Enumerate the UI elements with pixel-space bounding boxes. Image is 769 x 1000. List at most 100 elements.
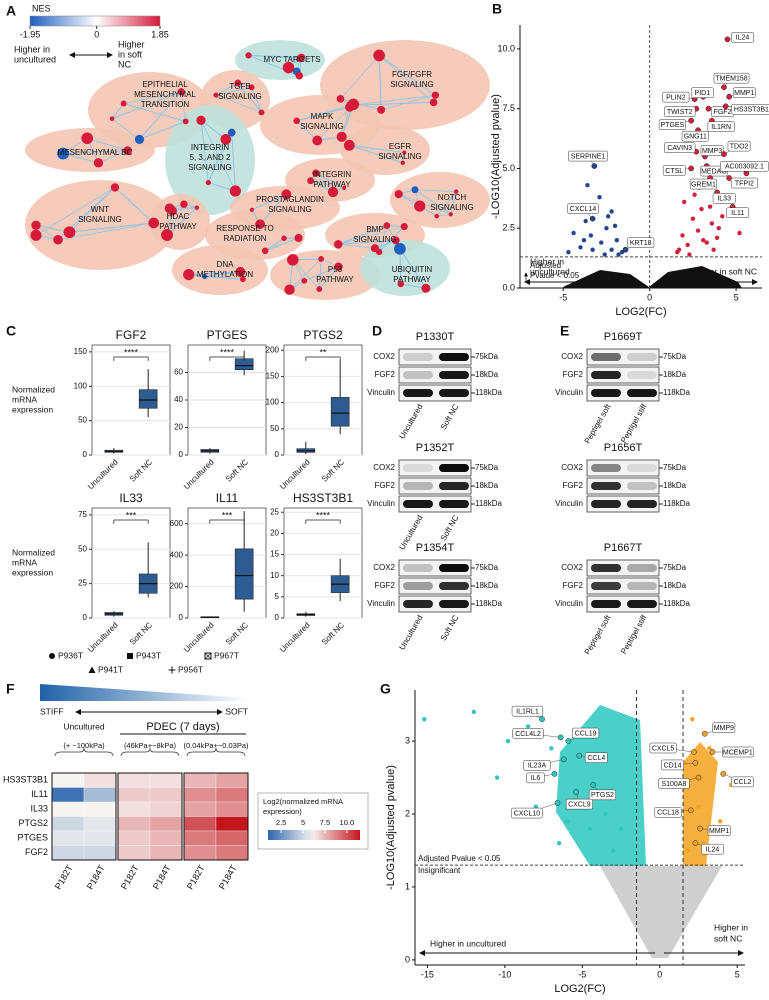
stiffness-gradient [40, 684, 248, 701]
cluster-label: SIGNALING [353, 235, 397, 244]
legend-symbol [88, 666, 96, 673]
node [391, 236, 400, 245]
point [695, 228, 701, 233]
node [284, 284, 295, 295]
direction-label: uncultured [530, 266, 570, 276]
edge [341, 107, 351, 137]
cluster-label: EGFR [389, 142, 411, 151]
direction-label: NC [118, 59, 131, 69]
gene-label-box [690, 87, 714, 98]
point [583, 218, 588, 224]
point [585, 182, 590, 188]
gene-label-box [661, 759, 684, 771]
cluster [390, 172, 490, 228]
x-tick-label: Uncultured [182, 621, 216, 655]
node [220, 133, 232, 145]
cluster-label: METHYLATION [197, 270, 254, 279]
edge [111, 103, 125, 119]
point [599, 240, 604, 245]
point [699, 206, 704, 212]
x-tick-label: Uncultured [278, 458, 312, 492]
gene-label-box [662, 165, 686, 176]
gene-point [539, 716, 545, 723]
significance: **** [220, 347, 235, 357]
heat-cell [83, 772, 117, 788]
gene-label: MMP9 [714, 725, 734, 732]
y-tick-label: 150 [74, 347, 88, 356]
gene-label-box [588, 789, 616, 801]
band [403, 464, 433, 472]
gene-label: GNG11 [684, 134, 707, 141]
gene-label: AC003092.1 [725, 164, 764, 171]
point [571, 230, 576, 236]
size-label: 118kDa [663, 499, 691, 508]
gene-label: IL6 [531, 775, 541, 782]
tick-label: 0 [94, 29, 99, 39]
x-tick-label: 0 [647, 292, 652, 302]
edge [399, 248, 427, 289]
point [597, 194, 602, 200]
node [180, 200, 188, 208]
y-axis-title: Normalized [12, 547, 55, 557]
lane-label: Soft NC [439, 613, 461, 642]
point [680, 233, 685, 238]
gene-label-box [565, 798, 593, 810]
node [345, 102, 355, 112]
cluster-label: RESPONSE TO [216, 224, 274, 233]
band [403, 353, 433, 361]
x-tick-label: 0 [657, 969, 662, 979]
heat-cell [149, 787, 183, 803]
node [196, 115, 206, 125]
lane-label: Uncultured [397, 403, 424, 441]
down-cloud [556, 705, 646, 866]
node [249, 207, 254, 212]
node [312, 135, 323, 146]
direction-label: Higher [118, 39, 145, 49]
sig-bracket [209, 356, 245, 361]
node [402, 150, 407, 155]
band [439, 582, 469, 590]
node [400, 222, 408, 231]
edge [414, 189, 457, 192]
edge [349, 144, 405, 154]
edge [180, 91, 187, 122]
gene-point [692, 760, 699, 766]
edge [315, 172, 345, 189]
node [301, 277, 308, 284]
heat-cell [149, 830, 183, 846]
gene-label: IL1RN [711, 124, 731, 131]
node [336, 95, 345, 103]
band [627, 600, 657, 608]
node [411, 186, 419, 194]
point [494, 775, 500, 780]
node [312, 169, 320, 177]
edge [350, 94, 436, 106]
edge [231, 132, 236, 192]
panel-label: B [492, 1, 502, 17]
heat-cell [83, 801, 117, 817]
x-tick-label: Soft NC [128, 457, 154, 483]
edge [265, 237, 299, 252]
direction-label: Higher in [530, 256, 564, 266]
y-tick-label: 5.0 [502, 163, 515, 173]
gene-label: MMP1 [709, 828, 729, 835]
point [690, 716, 695, 722]
gene-point [557, 734, 564, 741]
x-tick-label: Soft NC [320, 457, 346, 483]
heat-cell [117, 816, 151, 832]
node [229, 185, 241, 197]
legend-label: P956T [178, 664, 203, 674]
edge [87, 137, 128, 152]
band [591, 371, 621, 379]
gene-point [697, 825, 703, 832]
gene-label: TWIST2 [667, 109, 693, 116]
significance: **** [316, 510, 331, 520]
edge [215, 82, 239, 96]
cluster-label: SIGNALING [300, 122, 344, 131]
gene-label-box [567, 203, 599, 214]
row-label: COX2 [561, 463, 583, 472]
size-label: 18kDa [663, 370, 687, 379]
y-tick-label: 0 [405, 954, 410, 964]
gene-label-box [654, 807, 682, 818]
x-tick-label: Soft NC [224, 620, 250, 646]
